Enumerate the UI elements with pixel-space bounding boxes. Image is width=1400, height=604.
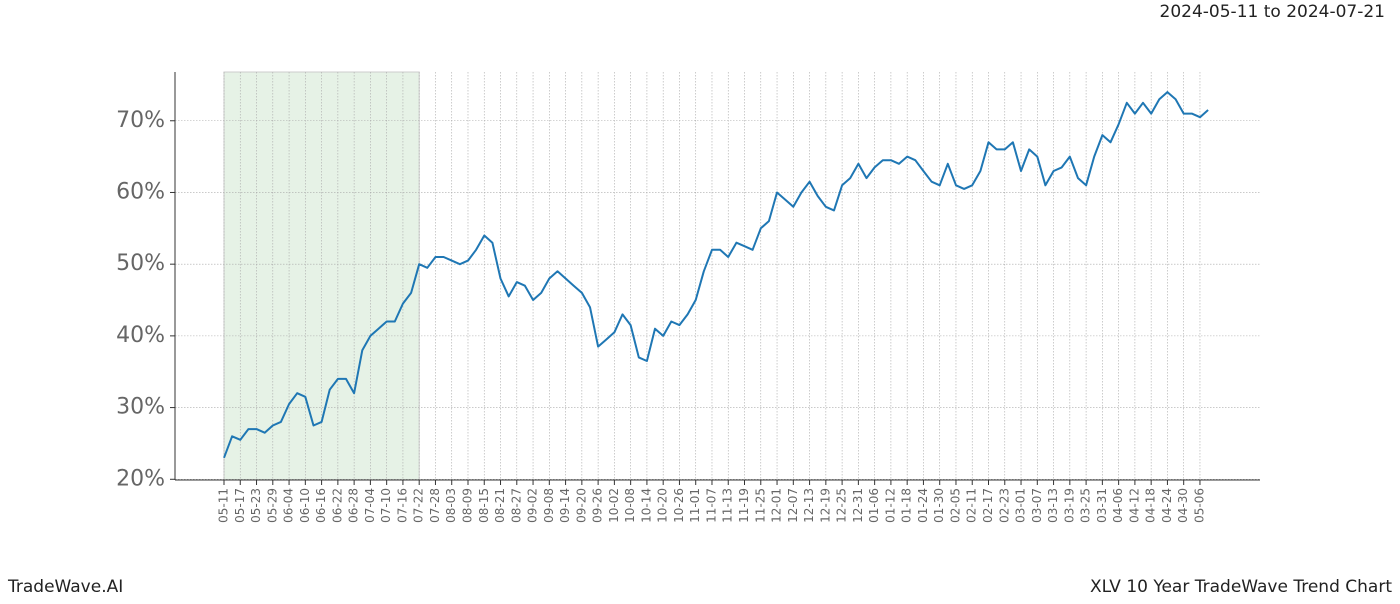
x-tick-label: 12-25 bbox=[835, 488, 849, 523]
x-tick-label: 07-28 bbox=[428, 488, 442, 523]
x-tick-label: 03-13 bbox=[1046, 488, 1060, 523]
x-tick-label: 04-18 bbox=[1144, 488, 1158, 523]
x-tick-label: 10-20 bbox=[656, 488, 670, 523]
y-tick-label: 70% bbox=[116, 108, 165, 133]
trend-line bbox=[223, 91, 1209, 459]
x-tick-label: 05-17 bbox=[233, 488, 247, 523]
x-tick-label: 09-08 bbox=[542, 488, 556, 523]
x-tick-label: 04-06 bbox=[1111, 488, 1125, 523]
x-tick-label: 04-24 bbox=[1160, 488, 1174, 523]
x-tick-label: 11-25 bbox=[753, 488, 767, 523]
x-tick-label: 01-24 bbox=[916, 488, 930, 523]
x-tick-label: 05-23 bbox=[249, 488, 263, 523]
x-tick-label: 05-11 bbox=[217, 488, 231, 523]
x-tick-label: 01-06 bbox=[867, 488, 881, 523]
chart-title: XLV 10 Year TradeWave Trend Chart bbox=[1090, 577, 1392, 597]
x-tick-label: 04-30 bbox=[1176, 488, 1190, 523]
y-tick-label: 50% bbox=[116, 251, 165, 276]
x-tick-label: 03-25 bbox=[1079, 488, 1093, 523]
x-tick-label: 10-08 bbox=[623, 488, 637, 523]
x-tick-label: 06-16 bbox=[314, 488, 328, 523]
x-tick-label: 03-31 bbox=[1095, 488, 1109, 523]
x-tick-label: 02-11 bbox=[965, 488, 979, 523]
x-tick-label: 01-30 bbox=[932, 488, 946, 523]
x-tick-label: 11-01 bbox=[688, 488, 702, 523]
y-tick-label: 60% bbox=[116, 179, 165, 204]
x-tick-label: 12-31 bbox=[851, 488, 865, 523]
y-tick-label: 40% bbox=[116, 323, 165, 348]
x-tick-label: 11-07 bbox=[704, 488, 718, 523]
x-tick-label: 05-06 bbox=[1192, 488, 1206, 523]
x-tick-label: 06-04 bbox=[282, 488, 296, 523]
x-tick-label: 10-02 bbox=[607, 488, 621, 523]
x-tick-label: 06-10 bbox=[298, 488, 312, 523]
x-tick-label: 10-14 bbox=[639, 488, 653, 523]
x-tick-label: 08-09 bbox=[460, 488, 474, 523]
x-tick-label: 09-14 bbox=[558, 488, 572, 523]
x-tick-label: 12-13 bbox=[802, 488, 816, 523]
x-tick-label: 08-27 bbox=[509, 488, 523, 523]
x-tick-label: 02-05 bbox=[948, 488, 962, 523]
brand: TradeWave.AI bbox=[7, 577, 123, 597]
x-tick-label: 08-03 bbox=[444, 488, 458, 523]
x-tick-label: 09-26 bbox=[591, 488, 605, 523]
x-tick-label: 05-29 bbox=[265, 488, 279, 523]
x-tick-label: 04-12 bbox=[1127, 488, 1141, 523]
x-tick-label: 02-23 bbox=[997, 488, 1011, 523]
x-tick-label: 02-17 bbox=[981, 488, 995, 523]
x-tick-label: 06-28 bbox=[347, 488, 361, 523]
x-tick-label: 07-04 bbox=[363, 488, 377, 523]
y-tick-label: 20% bbox=[116, 466, 165, 491]
x-tick-label: 01-18 bbox=[900, 488, 914, 523]
x-tick-label: 07-10 bbox=[379, 488, 393, 523]
x-tick-label: 01-12 bbox=[883, 488, 897, 523]
x-tick-label: 11-19 bbox=[737, 488, 751, 523]
x-tick-label: 12-07 bbox=[786, 488, 800, 523]
x-tick-label: 03-19 bbox=[1062, 488, 1076, 523]
x-tick-label: 07-16 bbox=[395, 488, 409, 523]
x-tick-label: 09-20 bbox=[574, 488, 588, 523]
x-tick-label: 06-22 bbox=[330, 488, 344, 523]
y-tick-label: 30% bbox=[116, 395, 165, 420]
x-tick-label: 12-01 bbox=[770, 488, 784, 523]
x-tick-label: 09-02 bbox=[526, 488, 540, 523]
x-tick-label: 12-19 bbox=[818, 488, 832, 523]
x-tick-label: 08-21 bbox=[493, 488, 507, 523]
x-tick-label: 03-01 bbox=[1014, 488, 1028, 523]
x-tick-label: 11-13 bbox=[721, 488, 735, 523]
x-tick-label: 10-26 bbox=[672, 488, 686, 523]
x-tick-label: 07-22 bbox=[412, 488, 426, 523]
x-tick-label: 08-15 bbox=[477, 488, 491, 523]
date-range: 2024-05-11 to 2024-07-21 bbox=[1160, 2, 1385, 22]
x-tick-label: 03-07 bbox=[1030, 488, 1044, 523]
